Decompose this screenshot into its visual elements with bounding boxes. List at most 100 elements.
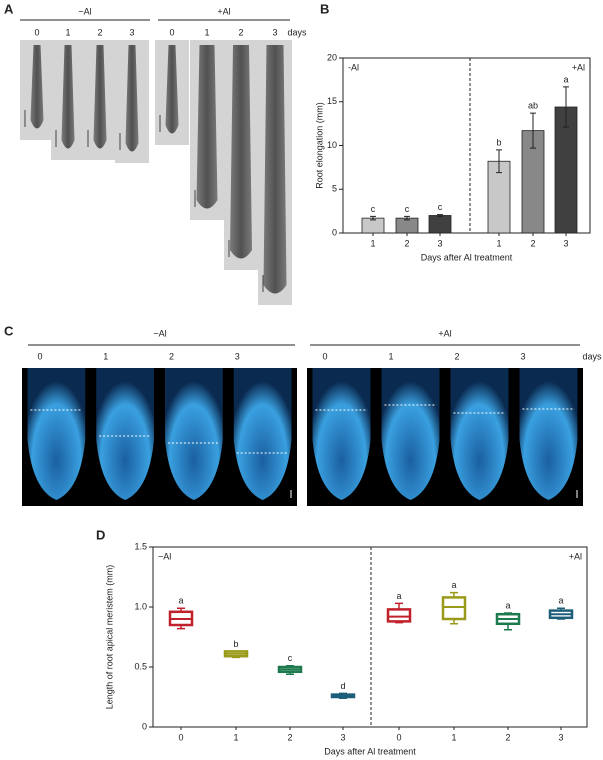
y-tick-label: 15	[327, 96, 337, 106]
root-tip	[381, 368, 440, 500]
group-label: −Al	[158, 551, 171, 561]
root-images: 0 1 2 3 0 1 2 3 days	[20, 27, 307, 305]
x-tick-label: 3	[558, 732, 563, 742]
day-label: 1	[204, 27, 209, 37]
day-label: 3	[129, 27, 134, 37]
significance-letter: b	[233, 639, 238, 649]
group-label: +Al	[217, 6, 230, 16]
significance-letter: a	[178, 596, 183, 606]
significance-letter: a	[563, 74, 568, 84]
group-label: −Al	[153, 328, 166, 338]
x-axis-label: Days after Al treatment	[421, 252, 513, 262]
day-label: 2	[97, 27, 102, 37]
x-axis-label: Days after Al treatment	[324, 746, 416, 756]
error-bar	[404, 215, 410, 221]
root-tip	[165, 368, 223, 500]
fluorescence-images: 0 1 2 3 0 1 2 3 days	[22, 351, 602, 506]
x-tick-label: 2	[505, 732, 510, 742]
root	[165, 45, 179, 134]
x-tick-label: 2	[404, 238, 409, 248]
x-tick-label: 1	[496, 238, 501, 248]
day-label: 0	[322, 351, 327, 361]
group-label: +Al	[569, 551, 582, 561]
day-label: 3	[520, 351, 525, 361]
panel-label: D	[96, 527, 105, 542]
y-tick-label: 5	[332, 184, 337, 194]
panel-label: B	[320, 1, 329, 16]
day-label: 3	[235, 351, 240, 361]
root	[30, 45, 44, 129]
group-label: −Al	[78, 6, 91, 16]
root	[263, 45, 287, 294]
root-tip	[233, 368, 292, 500]
y-tick-label: 0	[332, 227, 337, 237]
x-tick-label: 2	[287, 732, 292, 742]
significance-letter: d	[340, 681, 345, 691]
x-tick-label: 3	[563, 238, 568, 248]
day-label: 2	[169, 351, 174, 361]
plot-frame	[152, 546, 588, 728]
x-tick-label: 3	[340, 732, 345, 742]
error-bar	[496, 149, 502, 174]
day-label: 3	[272, 27, 277, 37]
unit-label: days	[287, 27, 307, 37]
group-label: +Al	[572, 62, 585, 72]
day-label: 1	[103, 351, 108, 361]
root-tip	[96, 368, 154, 500]
x-tick-label: 0	[396, 732, 401, 742]
panel-label: A	[4, 1, 14, 16]
box	[441, 596, 467, 621]
root	[61, 45, 75, 149]
significance-letter: c	[438, 202, 443, 212]
y-axis-label: Length of root apical meristem (mm)	[104, 565, 114, 710]
x-tick-label: 2	[530, 238, 535, 248]
root-tip	[27, 368, 86, 500]
root	[125, 45, 139, 152]
unit-label: days	[582, 351, 602, 361]
x-tick-label: 1	[233, 732, 238, 742]
group-label: +Al	[438, 328, 451, 338]
root	[93, 45, 107, 149]
day-label: 2	[454, 351, 459, 361]
significance-letter: ab	[528, 101, 538, 111]
box	[386, 608, 412, 623]
significance-letter: b	[496, 137, 501, 147]
root-tip	[450, 368, 509, 500]
error-bar	[370, 215, 376, 221]
bar	[428, 215, 452, 234]
day-label: 1	[388, 351, 393, 361]
y-axis-label: Root elongation (mm)	[314, 102, 324, 189]
significance-letter: a	[505, 600, 510, 610]
x-tick-label: 1	[451, 732, 456, 742]
day-label: 0	[37, 351, 42, 361]
y-tick-label: 1.5	[134, 541, 147, 551]
error-bar	[530, 112, 536, 149]
error-bar	[437, 214, 443, 217]
significance-letter: a	[396, 591, 401, 601]
root	[230, 45, 252, 259]
day-label: 1	[65, 27, 70, 37]
plot-frame	[342, 57, 591, 234]
error-bar	[563, 86, 569, 128]
y-tick-label: 20	[327, 52, 337, 62]
y-tick-label: 0.5	[134, 661, 147, 671]
y-tick-label: 0	[142, 721, 147, 731]
y-tick-label: 1.0	[134, 601, 147, 611]
group-label: -Al	[348, 62, 359, 72]
significance-letter: a	[451, 580, 456, 590]
x-tick-label: 0	[178, 732, 183, 742]
x-tick-label: 3	[437, 238, 442, 248]
root-tip	[519, 368, 578, 500]
significance-letter: c	[288, 653, 293, 663]
root-tip	[312, 368, 371, 500]
y-tick-label: 10	[327, 140, 337, 150]
day-label: 0	[169, 27, 174, 37]
day-label: 0	[34, 27, 39, 37]
x-tick-label: 1	[370, 238, 375, 248]
significance-letter: c	[405, 204, 410, 214]
day-label: 2	[238, 27, 243, 37]
panel-label: C	[4, 323, 14, 338]
significance-letter: c	[371, 204, 376, 214]
significance-letter: a	[558, 596, 563, 606]
